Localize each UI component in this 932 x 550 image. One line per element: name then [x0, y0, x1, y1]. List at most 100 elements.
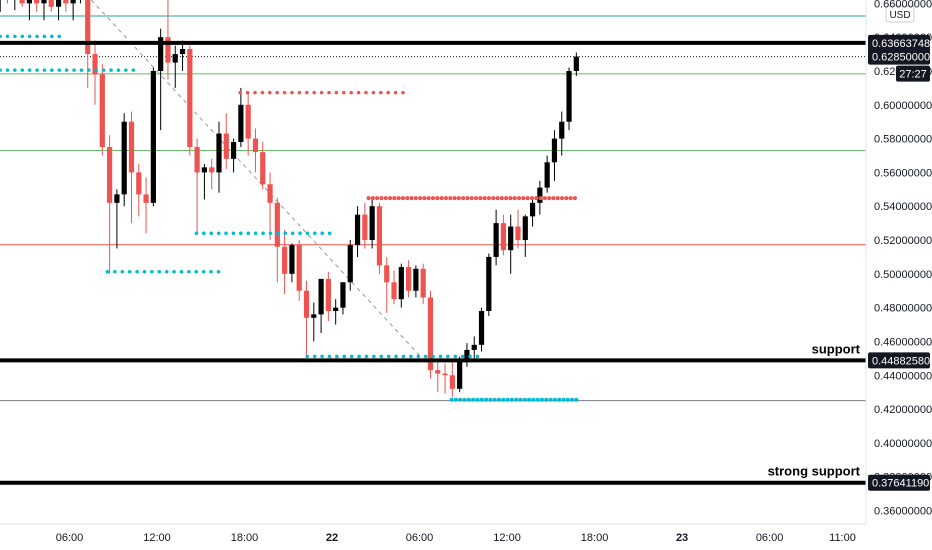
candle-down[interactable]: [63, 0, 69, 4]
candle-down[interactable]: [252, 138, 259, 153]
candle-down[interactable]: [99, 74, 105, 148]
candle-down[interactable]: [223, 133, 229, 159]
candle-up[interactable]: [471, 344, 477, 350]
candle-down[interactable]: [274, 202, 280, 247]
candle-down[interactable]: [406, 267, 412, 291]
candle-up[interactable]: [318, 278, 324, 315]
candle-up[interactable]: [398, 267, 404, 300]
candle-up[interactable]: [413, 268, 419, 291]
candle-up[interactable]: [70, 0, 76, 4]
y-tick-label: 0.54000000: [874, 201, 932, 213]
candle-up[interactable]: [566, 70, 572, 122]
y-tick-label: 0.48000000: [874, 303, 932, 315]
candle-down[interactable]: [427, 297, 434, 371]
candle-up[interactable]: [508, 226, 514, 251]
candle-up[interactable]: [238, 104, 244, 142]
candle-up[interactable]: [573, 56, 579, 71]
candle-down[interactable]: [136, 172, 142, 195]
candle-up[interactable]: [230, 141, 237, 159]
candle-up[interactable]: [457, 360, 463, 389]
candle-up[interactable]: [114, 194, 120, 203]
candle-up[interactable]: [26, 0, 32, 4]
candle-up[interactable]: [121, 121, 127, 195]
candle-down[interactable]: [128, 121, 135, 173]
candle-down[interactable]: [260, 152, 266, 185]
dots-layer: [0, 34, 580, 402]
candle-down[interactable]: [245, 104, 251, 139]
candle-up[interactable]: [201, 167, 208, 173]
strong-support-level-price-badge: [868, 474, 930, 491]
candle-up[interactable]: [55, 0, 62, 7]
candle-up[interactable]: [179, 49, 186, 55]
candle-down[interactable]: [303, 290, 310, 318]
candle-down[interactable]: [325, 278, 331, 312]
x-tick-label: 06:00: [406, 532, 434, 544]
candle-down[interactable]: [267, 184, 273, 203]
candle-up[interactable]: [354, 214, 361, 246]
candle-up[interactable]: [478, 311, 485, 345]
badges-layer: 0.63663748 0.44882580 0.37641190 0.62850000…: [868, 34, 930, 491]
support-level-price-label: 0.44882580: [872, 355, 930, 367]
candle-down[interactable]: [515, 226, 521, 241]
support-level-annotation: support: [812, 341, 861, 356]
candle-up[interactable]: [333, 307, 339, 312]
candle-up[interactable]: [289, 245, 295, 274]
y-tick-label: 0.42000000: [874, 404, 932, 416]
candle-up[interactable]: [158, 37, 164, 71]
candle-up[interactable]: [369, 206, 375, 241]
candle-up[interactable]: [551, 138, 558, 163]
levels-layer: support strong support: [0, 40, 866, 485]
candle-up[interactable]: [529, 202, 536, 217]
candle-down[interactable]: [48, 0, 54, 7]
candle-up[interactable]: [150, 70, 156, 203]
candle-up[interactable]: [347, 245, 353, 283]
candle-up[interactable]: [559, 121, 565, 139]
candle-up[interactable]: [537, 187, 543, 203]
candle-up[interactable]: [493, 223, 499, 257]
candle-down[interactable]: [143, 194, 149, 203]
x-tick-label: 18:00: [581, 532, 609, 544]
y-tick-label: 0.46000000: [874, 336, 932, 348]
trendline[interactable]: [91, 0, 428, 364]
candle-down[interactable]: [420, 268, 426, 298]
candle-up[interactable]: [41, 0, 47, 4]
strong-support-level-annotation: strong support: [768, 464, 861, 479]
candle-up[interactable]: [172, 54, 178, 63]
resistance-level-price-badge: [868, 34, 930, 51]
currency-label: USD: [889, 10, 910, 21]
candle-down[interactable]: [194, 147, 200, 173]
candle-down[interactable]: [500, 223, 507, 251]
candle-up[interactable]: [311, 314, 317, 318]
candle-down[interactable]: [85, 0, 91, 55]
candle-down[interactable]: [107, 147, 113, 203]
currency-badge[interactable]: [885, 5, 915, 23]
candle-down[interactable]: [449, 375, 455, 389]
candle-down[interactable]: [19, 0, 25, 4]
candle-up[interactable]: [340, 282, 346, 308]
candle-down[interactable]: [376, 206, 383, 266]
y-tick-label: 0.44000000: [874, 370, 932, 382]
candle-down[interactable]: [362, 214, 368, 241]
candle-down[interactable]: [435, 370, 441, 374]
x-tick-label: 11:00: [829, 532, 856, 544]
candle-down[interactable]: [92, 54, 98, 75]
candle-up[interactable]: [464, 349, 470, 361]
candle-down[interactable]: [384, 265, 390, 283]
candle-up[interactable]: [486, 256, 492, 312]
candle-down[interactable]: [296, 245, 302, 291]
resistance-level-price-label: 0.63663748: [872, 38, 930, 50]
candle-up[interactable]: [522, 216, 528, 241]
candle-down[interactable]: [442, 373, 448, 376]
candle-down[interactable]: [282, 246, 288, 274]
candle-down[interactable]: [391, 282, 397, 300]
candle-down[interactable]: [34, 0, 40, 4]
candle-down[interactable]: [165, 37, 171, 63]
candle-down[interactable]: [209, 167, 215, 173]
candle-up[interactable]: [544, 162, 550, 188]
candle-down[interactable]: [187, 49, 193, 148]
candle-up[interactable]: [216, 133, 222, 173]
candles-layer: [0, 0, 579, 398]
